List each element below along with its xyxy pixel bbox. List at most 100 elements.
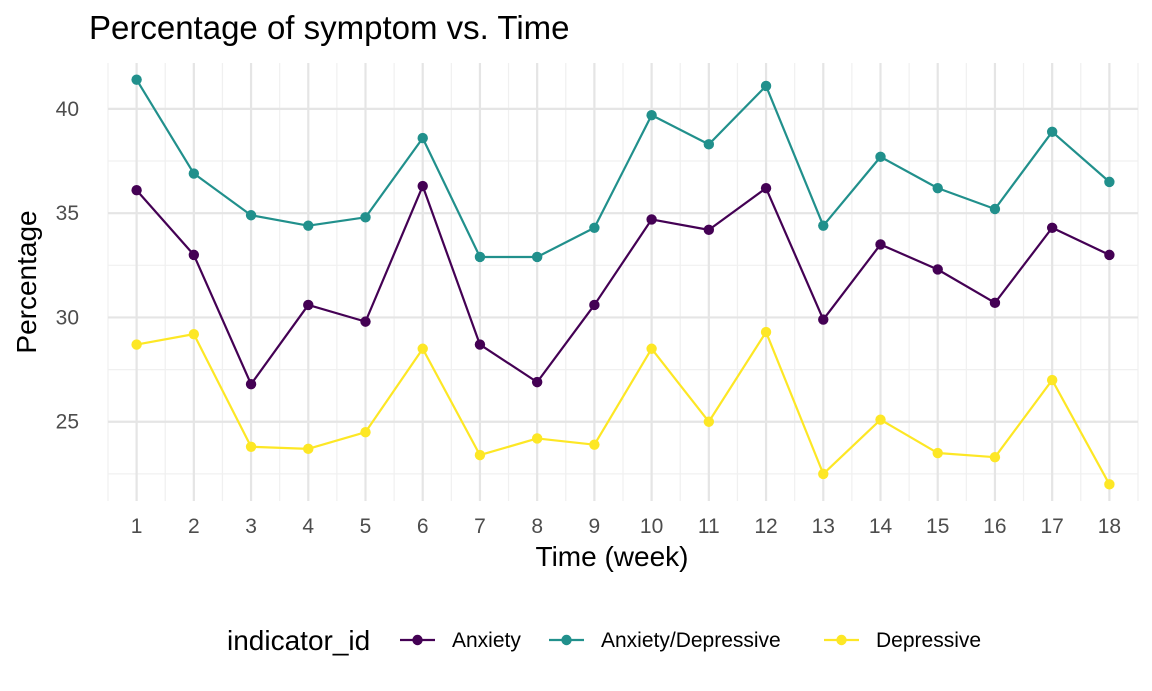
legend-title: indicator_id [227, 625, 370, 656]
data-point [875, 239, 886, 250]
data-point [818, 220, 829, 231]
y-tick-label: 40 [56, 98, 79, 121]
data-point [188, 168, 200, 179]
data-point [589, 439, 600, 450]
x-tick-label: 3 [245, 515, 257, 538]
data-point [303, 299, 314, 311]
data-point [818, 468, 829, 480]
data-point [932, 182, 943, 194]
x-tick-label: 8 [531, 515, 543, 538]
legend-item: Depressive [824, 629, 981, 652]
x-tick-label: 17 [1040, 515, 1063, 538]
x-tick-label: 6 [417, 515, 429, 538]
legend: indicator_id Anxiety Anxiety/Depressive De… [227, 625, 981, 656]
series-anxiety [131, 180, 1115, 390]
data-point [989, 452, 1001, 463]
data-point [646, 214, 657, 225]
data-point [1104, 249, 1115, 261]
data-point [1104, 176, 1115, 188]
data-point [360, 316, 371, 327]
data-point [245, 210, 257, 221]
legend-key-point [412, 634, 423, 646]
data-point [188, 328, 200, 340]
data-point [474, 251, 486, 263]
data-point [760, 182, 772, 194]
x-tick-label: 16 [983, 515, 1006, 538]
x-tick-label: 7 [474, 515, 486, 538]
data-point [932, 447, 943, 459]
data-point [875, 151, 886, 163]
series-anxiety-depressive [131, 74, 1115, 263]
data-point [131, 339, 142, 350]
y-tick-label: 35 [56, 202, 79, 225]
data-point [646, 109, 657, 121]
data-point [474, 339, 486, 350]
legend-label: Anxiety [452, 629, 521, 652]
chart-title: Percentage of symptom vs. Time [89, 9, 570, 46]
legend-item: Anxiety/Depressive [549, 629, 781, 652]
data-point [760, 326, 772, 338]
data-point [703, 224, 715, 236]
data-point [646, 343, 657, 354]
data-point [703, 139, 715, 150]
x-tick-label: 10 [640, 515, 663, 538]
data-point [531, 376, 543, 388]
grid-lines [107, 63, 1139, 501]
data-point [875, 414, 886, 425]
y-tick-label: 25 [56, 411, 79, 434]
data-point [1104, 479, 1115, 490]
x-tick-label: 14 [869, 515, 893, 538]
legend-items: Anxiety Anxiety/Depressive Depressive [400, 629, 981, 652]
series-line [136, 330, 1111, 485]
data-point [531, 251, 543, 263]
x-tick-label: 11 [698, 515, 720, 538]
data-point [989, 297, 1001, 309]
data-point [1046, 126, 1058, 138]
data-point [303, 220, 314, 231]
data-point [474, 449, 486, 461]
legend-item: Anxiety [400, 629, 521, 652]
x-axis-ticks: 1 2 3 4 5 6 7 8 9 10 11 12 13 14 15 16 17 18 [131, 515, 1121, 538]
x-tick-label: 2 [188, 515, 200, 538]
data-point [989, 203, 1001, 215]
series-line [135, 79, 1111, 259]
data-point [1046, 374, 1058, 386]
x-tick-label: 15 [926, 515, 949, 538]
x-tick-label: 5 [360, 515, 372, 538]
data-point [1046, 222, 1058, 233]
data-point [360, 212, 371, 223]
series-layer [131, 74, 1115, 490]
series-line [135, 184, 1110, 386]
legend-label: Depressive [876, 629, 981, 652]
x-tick-label: 4 [302, 515, 314, 538]
data-point [703, 416, 715, 427]
x-tick-label: 1 [131, 515, 143, 538]
data-point [760, 80, 772, 92]
x-tick-label: 12 [754, 515, 777, 538]
data-point [417, 180, 428, 192]
x-tick-label: 18 [1098, 515, 1121, 538]
data-point [131, 185, 142, 196]
data-point [131, 74, 142, 85]
data-point [245, 379, 257, 390]
legend-label: Anxiety/Depressive [601, 629, 781, 652]
data-point [818, 314, 829, 325]
data-point [303, 443, 314, 455]
data-point [245, 441, 257, 452]
data-point [531, 433, 543, 444]
y-axis-ticks: 25 30 35 40 [56, 98, 79, 434]
data-point [589, 222, 600, 233]
x-tick-label: 13 [812, 515, 835, 538]
data-point [188, 249, 200, 261]
data-point [932, 264, 943, 275]
y-axis-title: Percentage [11, 210, 42, 353]
legend-key-point [561, 634, 572, 646]
y-tick-label: 30 [56, 306, 79, 329]
legend-key-point [836, 634, 847, 646]
data-point [589, 299, 600, 311]
series-depressive [131, 326, 1115, 490]
data-point [417, 132, 428, 144]
x-axis-title: Time (week) [536, 541, 689, 572]
data-point [360, 426, 371, 438]
